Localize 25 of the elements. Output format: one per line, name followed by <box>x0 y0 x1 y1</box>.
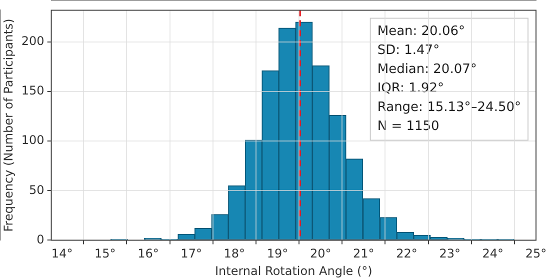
x-tick-label: 14° <box>51 246 73 261</box>
y-tick-label: 100 <box>21 133 44 148</box>
y-axis-title: Frequency (Number of Participants) <box>1 18 16 232</box>
y-tick-label: 200 <box>21 34 44 48</box>
annotation: IQR: 1.92° <box>377 81 444 96</box>
annotation: Range: 15.13°–24.50° <box>377 100 522 116</box>
annotation: SD: 1.47° <box>377 43 440 58</box>
x-tick-label: 21° <box>353 246 374 261</box>
x-tick-label: 17° <box>180 246 202 261</box>
y-tick-label: 50 <box>29 182 44 197</box>
annotation: Mean: 20.06° <box>377 24 466 40</box>
x-tick-label: 24° <box>482 246 504 261</box>
x-tick-label: 25° <box>525 246 547 261</box>
x-axis-title: Internal Rotation Angle (°) <box>214 264 372 278</box>
y-tick-label: 150 <box>21 84 44 98</box>
annotation: N = 1150 <box>377 119 440 134</box>
x-tick-label: 22° <box>396 246 418 261</box>
x-tick-label: 15° <box>94 246 116 261</box>
x-tick-label: 16° <box>138 246 159 261</box>
x-tick-label: 23° <box>439 246 460 261</box>
x-tick-label: 20° <box>310 246 332 261</box>
annotation: Median: 20.07° <box>377 62 477 78</box>
x-tick-label: 18° <box>224 246 246 261</box>
y-tick-label: 0 <box>36 232 44 246</box>
x-tick-label: 19° <box>266 246 288 261</box>
